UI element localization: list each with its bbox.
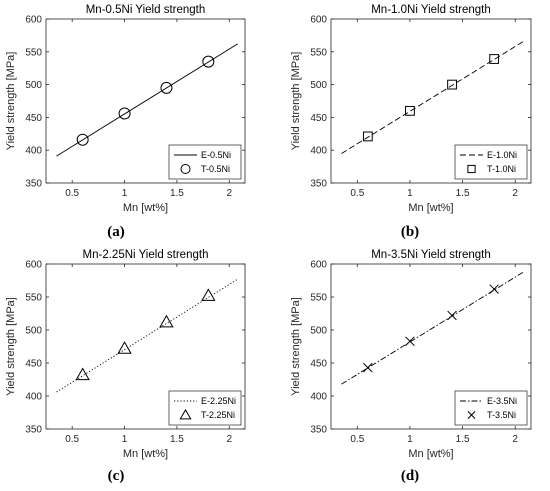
- legend: E-1.0Ni T-1.0Ni: [454, 144, 528, 180]
- y-tick-label: 350: [25, 425, 42, 436]
- data-point: [405, 105, 415, 116]
- x-tick-label: 1.5: [170, 188, 184, 199]
- legend-box: [454, 390, 528, 426]
- y-axis-label: Yield strength [MPa]: [290, 297, 302, 396]
- data-point: [447, 79, 457, 90]
- data-point: [362, 131, 373, 142]
- x-tick-label: 1: [122, 434, 128, 445]
- y-tick-label: 550: [25, 293, 42, 304]
- legend-marker-swatch: [180, 164, 191, 174]
- legend-marker-swatch: [179, 408, 192, 420]
- x-tick-label: 0.5: [65, 188, 79, 199]
- data-point: [489, 54, 500, 64]
- data-point: [117, 341, 132, 354]
- legend-entry: T-0.5Ni: [201, 164, 230, 174]
- legend-entry: E-3.5Ni: [487, 396, 517, 406]
- x-tick-label: 1: [407, 188, 413, 199]
- legend-box: [168, 144, 242, 180]
- y-tick-label: 450: [310, 113, 327, 124]
- y-tick-label: 450: [25, 359, 42, 370]
- x-tick-label: 2: [227, 434, 233, 445]
- y-tick-label: 600: [310, 260, 327, 271]
- data-point: [160, 81, 173, 94]
- legend-entry: T-3.5Ni: [487, 410, 516, 420]
- data-point: [76, 133, 89, 146]
- y-tick-label: 550: [25, 47, 42, 58]
- data-point: [447, 310, 457, 321]
- chart-panel: 350 400 450 500 550 600 0.5 1 1.5 2 Mn-0.5Ni Yield…: [5, 4, 246, 240]
- x-tick-label: 0.5: [350, 434, 364, 445]
- series-line: [56, 43, 238, 157]
- x-axis-label: Mn [wt%]: [123, 202, 168, 214]
- legend: E-0.5Ni T-0.5Ni: [168, 144, 242, 180]
- y-axis-label: Yield strength [MPa]: [5, 297, 17, 396]
- legend: E-2.25Ni T-2.25Ni: [168, 390, 242, 426]
- y-tick-label: 350: [310, 425, 327, 436]
- y-axis-label: Yield strength [MPa]: [290, 52, 302, 151]
- panel-label: (a): [107, 224, 125, 240]
- y-tick-label: 500: [310, 326, 327, 337]
- legend-box: [454, 144, 528, 180]
- y-tick-label: 500: [25, 80, 42, 91]
- x-tick-label: 0.5: [350, 188, 364, 199]
- x-axis-label: Mn [wt%]: [408, 202, 453, 214]
- y-tick-label: 550: [310, 47, 327, 58]
- x-tick-label: 1.5: [456, 188, 470, 199]
- x-tick-label: 2: [512, 434, 518, 445]
- chart-panel: 350 400 450 500 550 600 0.5 1 1.5 2 Mn-2.25Ni Yiel…: [5, 249, 246, 484]
- chart-title: Mn-1.0Ni Yield strength: [371, 4, 491, 16]
- y-tick-label: 400: [310, 392, 327, 403]
- legend-entry: E-2.25Ni: [201, 396, 236, 406]
- panel-label: (c): [108, 468, 125, 484]
- x-axis-label: Mn [wt%]: [408, 448, 453, 460]
- y-tick-label: 600: [25, 15, 42, 26]
- y-tick-label: 550: [310, 293, 327, 304]
- y-tick-label: 450: [310, 359, 327, 370]
- panel-label: (b): [401, 224, 419, 240]
- legend: E-3.5Ni T-3.5Ni: [454, 390, 528, 426]
- legend-entry: E-1.0Ni: [487, 150, 517, 160]
- y-tick-label: 350: [310, 179, 327, 190]
- y-tick-label: 400: [25, 392, 42, 403]
- y-tick-label: 400: [310, 146, 327, 157]
- chart-title: Mn-2.25Ni Yield strength: [83, 249, 209, 261]
- y-axis-label: Yield strength [MPa]: [5, 52, 17, 151]
- y-tick-label: 500: [310, 80, 327, 91]
- y-tick-label: 500: [25, 326, 42, 337]
- data-point: [118, 107, 131, 120]
- x-tick-label: 2: [512, 188, 518, 199]
- data-point: [489, 284, 499, 294]
- data-point: [202, 55, 215, 68]
- x-tick-label: 1: [122, 188, 128, 199]
- data-point: [201, 288, 216, 301]
- chart-title: Mn-3.5Ni Yield strength: [371, 249, 491, 261]
- x-tick-label: 0.5: [65, 434, 79, 445]
- series-line: [56, 278, 238, 393]
- data-point: [405, 336, 415, 346]
- x-axis-label: Mn [wt%]: [123, 448, 168, 460]
- x-tick-label: 2: [227, 188, 233, 199]
- y-tick-label: 600: [25, 260, 42, 271]
- y-tick-label: 350: [25, 179, 42, 190]
- panel-label: (d): [401, 468, 419, 484]
- data-point: [363, 362, 373, 373]
- chart-title: Mn-0.5Ni Yield strength: [86, 4, 206, 16]
- data-point: [159, 314, 174, 328]
- chart-panel: 350 400 450 500 550 600 0.5 1 1.5 2 Mn-1.0Ni Yield…: [290, 4, 532, 240]
- legend-entry: E-0.5Ni: [201, 150, 231, 160]
- legend-marker-swatch: [467, 164, 476, 174]
- y-tick-label: 400: [25, 146, 42, 157]
- chart-panel: 350 400 450 500 550 600 0.5 1 1.5 2 Mn-3.5Ni Yield…: [290, 249, 532, 484]
- x-tick-label: 1.5: [170, 434, 184, 445]
- legend-entry: T-2.25Ni: [201, 410, 235, 420]
- legend-marker-swatch: [467, 411, 476, 419]
- y-tick-label: 600: [310, 15, 327, 26]
- legend-entry: T-1.0Ni: [487, 164, 516, 174]
- y-tick-label: 450: [25, 113, 42, 124]
- data-point: [75, 367, 90, 381]
- x-tick-label: 1.5: [456, 434, 470, 445]
- x-tick-label: 1: [407, 434, 413, 445]
